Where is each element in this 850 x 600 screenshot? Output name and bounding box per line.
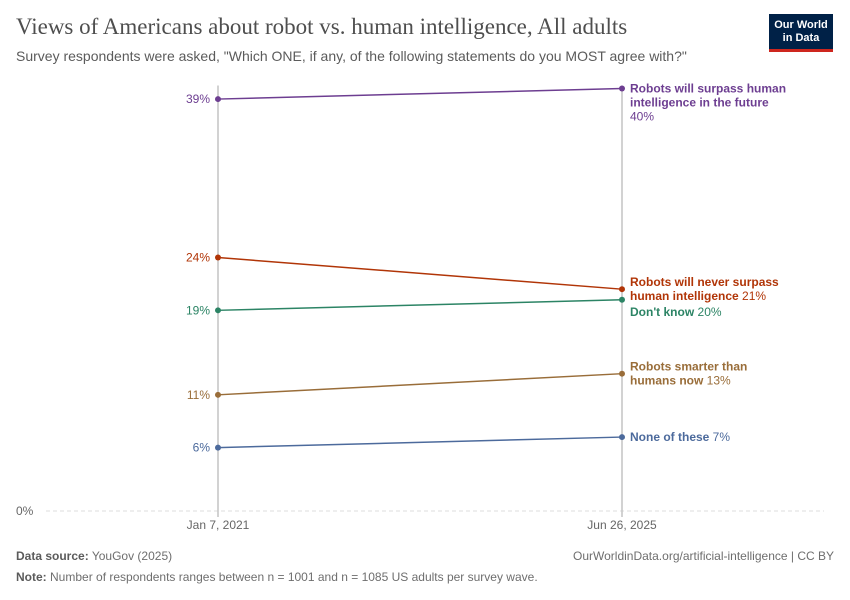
series-line [217,436,623,449]
series-name: Don't know [630,305,695,319]
data-point [215,307,221,314]
source-url[interactable]: OurWorldinData.org/artificial-intelligen… [573,549,834,563]
series-label: Robots will never surpass human intellige… [630,275,779,303]
series-name: human intelligence [630,289,739,303]
end-value-label: 40% [630,110,654,124]
data-point [215,254,221,261]
series-line [217,372,623,396]
data-point [619,370,625,377]
data-source: Data source: YouGov (2025) [16,549,173,563]
start-value-label: 39% [186,92,210,106]
data-point [619,286,625,293]
data-point [619,85,625,92]
data-point [619,296,625,303]
end-value-label: 7% [709,430,730,444]
series-name: Robots smarter than [630,360,747,374]
series-label: Robots smarter than humans now 13% [630,360,747,388]
start-value-label: 11% [187,388,210,402]
series-name: humans now [630,374,704,388]
end-value-label: 13% [703,374,731,388]
series-line [217,87,623,100]
start-value-label: 24% [186,251,210,265]
end-value-label: 20% [694,305,722,319]
note: Note: Number of respondents ranges betwe… [16,570,538,584]
start-value-label: 6% [193,441,211,455]
data-point [215,391,221,398]
series-label: Don't know 20% [630,305,722,319]
y-tick-label: 0% [16,504,34,518]
chart-title: Views of Americans about robot vs. human… [16,14,628,39]
x-tick-label: Jan 7, 2021 [187,518,250,532]
series-label: None of these 7% [630,430,730,444]
x-tick-label: Jun 26, 2025 [587,518,657,532]
series-name: Robots will never surpass [630,275,779,289]
series-line [217,299,623,312]
series-name: Robots will surpass human [630,82,786,96]
data-point [215,96,221,103]
series-label: Robots will surpass human intelligence in… [630,82,786,124]
data-point [215,444,221,451]
series-name: intelligence in the future [630,96,769,110]
start-value-label: 19% [186,303,210,317]
data-point [619,434,625,441]
series-name: None of these [630,430,710,444]
end-value-label: 21% [739,289,767,303]
chart-subtitle: Survey respondents were asked, "Which ON… [16,48,687,64]
owid-logo[interactable]: Our World in Data [769,14,833,52]
series-line [217,256,623,290]
chart-area: 0% Jan 7, 2021 Jun 26, 2025 39% Robots will … [16,82,824,532]
